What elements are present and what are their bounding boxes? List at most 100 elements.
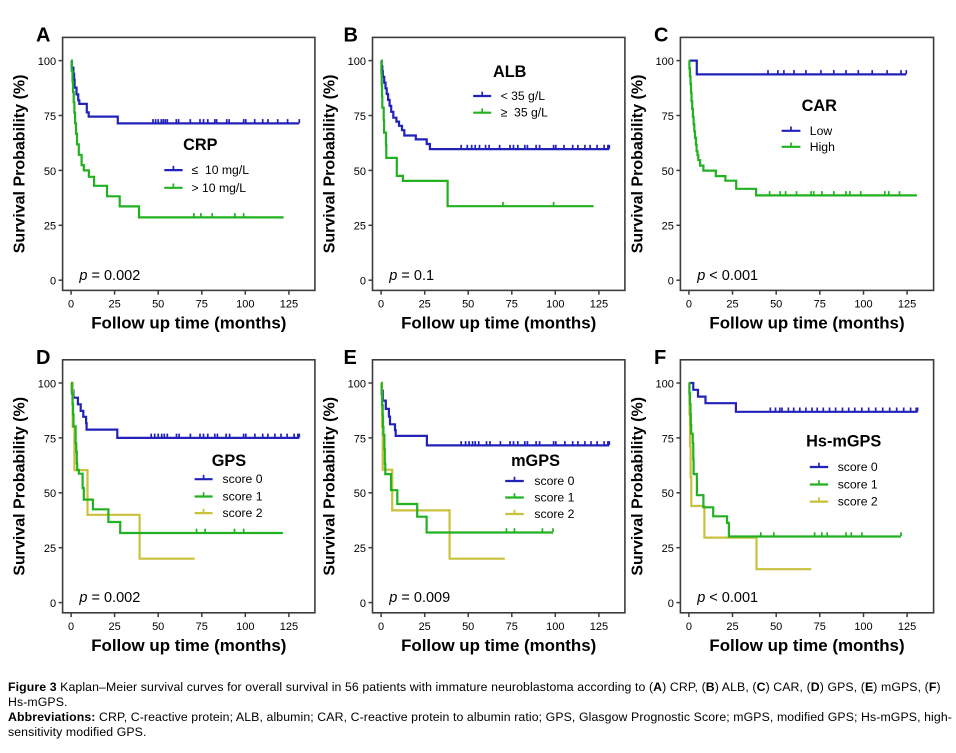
svg-text:25: 25 xyxy=(726,298,738,310)
svg-text:25: 25 xyxy=(419,298,431,310)
svg-text:25: 25 xyxy=(662,221,674,233)
svg-text:Follow up time (months): Follow up time (months) xyxy=(401,636,596,655)
svg-text:50: 50 xyxy=(354,166,366,178)
svg-text:0: 0 xyxy=(360,276,366,288)
svg-text:Follow up time (months): Follow up time (months) xyxy=(91,313,286,332)
svg-text:50: 50 xyxy=(462,621,474,633)
svg-text:Survival Probability (%): Survival Probability (%) xyxy=(12,75,29,254)
svg-text:75: 75 xyxy=(814,621,826,633)
svg-text:p = 0.002: p = 0.002 xyxy=(78,590,140,606)
svg-text:score 2: score 2 xyxy=(223,506,263,520)
svg-text:CAR: CAR xyxy=(802,97,838,115)
svg-text:Survival Probability (%): Survival Probability (%) xyxy=(322,75,339,254)
svg-text:F: F xyxy=(654,347,666,369)
svg-text:≥ 35 g/L: ≥ 35 g/L xyxy=(501,106,549,120)
svg-text:100: 100 xyxy=(656,56,674,68)
svg-text:p < 0.001: p < 0.001 xyxy=(696,268,758,284)
svg-text:100: 100 xyxy=(546,298,564,310)
svg-text:100: 100 xyxy=(236,621,254,633)
svg-text:100: 100 xyxy=(38,56,56,68)
svg-text:Survival Probability (%): Survival Probability (%) xyxy=(629,75,646,254)
svg-text:score 1: score 1 xyxy=(534,491,574,505)
svg-text:0: 0 xyxy=(378,621,384,633)
svg-text:125: 125 xyxy=(898,298,916,310)
svg-text:50: 50 xyxy=(770,621,782,633)
svg-text:100: 100 xyxy=(546,621,564,633)
svg-text:25: 25 xyxy=(354,221,366,233)
svg-text:75: 75 xyxy=(662,433,674,445)
svg-text:p < 0.001: p < 0.001 xyxy=(696,590,758,606)
svg-text:score 0: score 0 xyxy=(534,474,574,488)
svg-text:75: 75 xyxy=(196,621,208,633)
svg-text:B: B xyxy=(344,25,358,47)
svg-text:0: 0 xyxy=(50,598,56,610)
svg-text:100: 100 xyxy=(348,56,366,68)
svg-text:75: 75 xyxy=(506,621,518,633)
svg-text:50: 50 xyxy=(152,621,164,633)
svg-text:E: E xyxy=(344,347,357,369)
svg-text:0: 0 xyxy=(686,298,692,310)
svg-text:0: 0 xyxy=(68,621,74,633)
svg-text:score 0: score 0 xyxy=(223,472,263,486)
svg-text:25: 25 xyxy=(108,621,120,633)
svg-text:> 10 mg/L: > 10 mg/L xyxy=(192,181,247,195)
svg-text:D: D xyxy=(36,347,50,369)
svg-text:125: 125 xyxy=(898,621,916,633)
svg-text:75: 75 xyxy=(814,298,826,310)
svg-text:125: 125 xyxy=(590,621,608,633)
svg-text:Hs-mGPS: Hs-mGPS xyxy=(806,433,881,451)
svg-text:ALB: ALB xyxy=(493,63,527,81)
svg-text:50: 50 xyxy=(662,488,674,500)
svg-text:score 1: score 1 xyxy=(838,478,878,492)
svg-text:25: 25 xyxy=(354,543,366,555)
svg-text:0: 0 xyxy=(50,276,56,288)
svg-text:100: 100 xyxy=(854,621,872,633)
svg-text:50: 50 xyxy=(354,488,366,500)
svg-text:125: 125 xyxy=(280,621,298,633)
svg-text:25: 25 xyxy=(726,621,738,633)
svg-text:Follow up time (months): Follow up time (months) xyxy=(709,313,904,332)
svg-text:0: 0 xyxy=(360,598,366,610)
svg-text:75: 75 xyxy=(354,433,366,445)
svg-text:75: 75 xyxy=(354,111,366,123)
svg-text:Follow up time (months): Follow up time (months) xyxy=(709,636,904,655)
svg-text:score 2: score 2 xyxy=(534,507,574,521)
svg-text:0: 0 xyxy=(668,598,674,610)
svg-text:Low: Low xyxy=(810,124,833,138)
svg-text:0: 0 xyxy=(668,276,674,288)
svg-text:GPS: GPS xyxy=(212,452,247,470)
svg-text:High: High xyxy=(810,140,835,154)
svg-text:75: 75 xyxy=(662,111,674,123)
svg-text:Survival Probability (%): Survival Probability (%) xyxy=(322,397,339,576)
svg-text:Follow up time (months): Follow up time (months) xyxy=(91,636,286,655)
svg-text:p = 0.009: p = 0.009 xyxy=(388,590,450,606)
svg-text:75: 75 xyxy=(44,433,56,445)
svg-text:125: 125 xyxy=(590,298,608,310)
svg-text:A: A xyxy=(36,25,50,47)
svg-text:score 0: score 0 xyxy=(838,460,878,474)
svg-text:100: 100 xyxy=(854,298,872,310)
svg-text:100: 100 xyxy=(236,298,254,310)
svg-text:125: 125 xyxy=(280,298,298,310)
svg-text:0: 0 xyxy=(68,298,74,310)
svg-text:score 2: score 2 xyxy=(838,495,878,509)
svg-text:100: 100 xyxy=(348,378,366,390)
svg-text:Follow up time (months): Follow up time (months) xyxy=(401,313,596,332)
svg-text:25: 25 xyxy=(419,621,431,633)
svg-text:Survival Probability (%): Survival Probability (%) xyxy=(12,397,29,576)
svg-text:50: 50 xyxy=(44,488,56,500)
svg-text:75: 75 xyxy=(44,111,56,123)
svg-text:0: 0 xyxy=(686,621,692,633)
svg-text:< 35 g/L: < 35 g/L xyxy=(501,89,546,103)
svg-text:50: 50 xyxy=(152,298,164,310)
svg-text:75: 75 xyxy=(196,298,208,310)
svg-text:≤ 10 mg/L: ≤ 10 mg/L xyxy=(192,163,250,177)
svg-text:mGPS: mGPS xyxy=(511,452,560,470)
svg-text:50: 50 xyxy=(662,166,674,178)
svg-text:CRP: CRP xyxy=(183,136,218,154)
svg-text:50: 50 xyxy=(462,298,474,310)
svg-text:50: 50 xyxy=(770,298,782,310)
svg-text:100: 100 xyxy=(656,378,674,390)
svg-text:p = 0.002: p = 0.002 xyxy=(78,268,140,284)
svg-text:75: 75 xyxy=(506,298,518,310)
